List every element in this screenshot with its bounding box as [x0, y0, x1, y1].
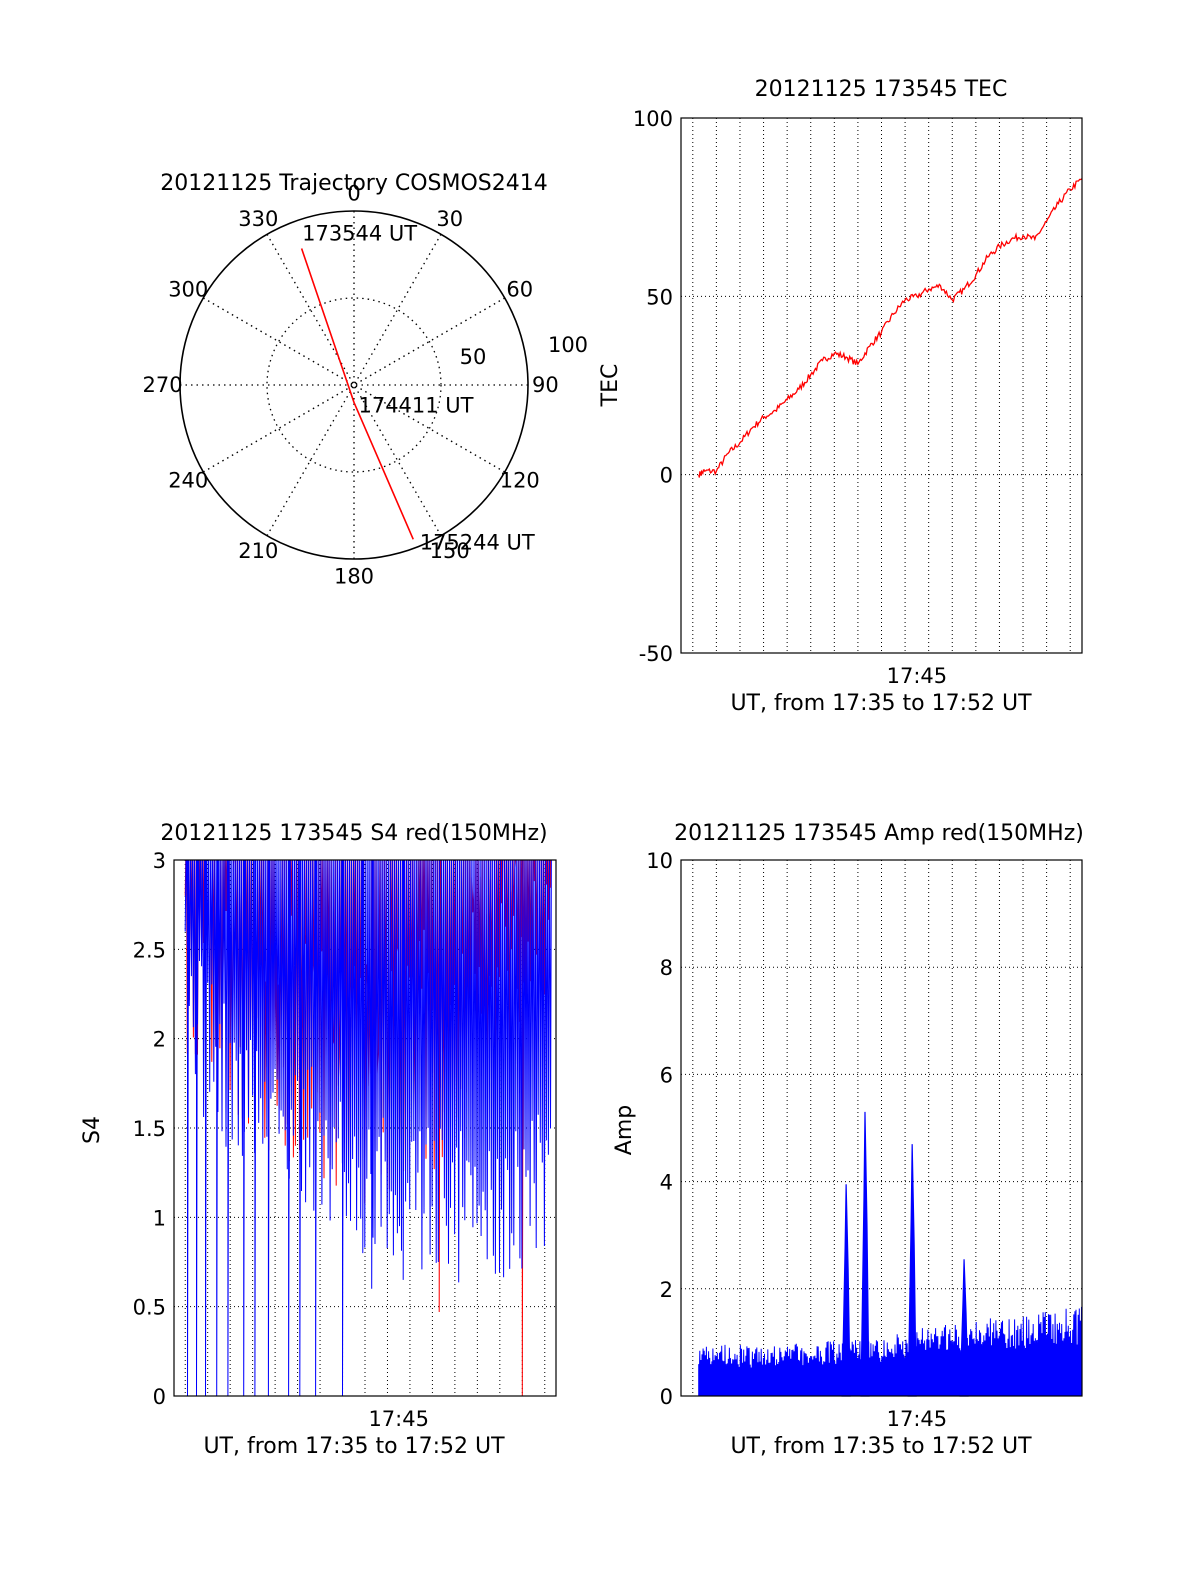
amp-chart: 20121125 173545 Amp red(150MHz) Amp UT, …: [612, 821, 1084, 1459]
polar-inner-circle: [266, 297, 442, 473]
tec-chart-title: 20121125 173545 TEC: [755, 77, 1008, 102]
tec-plot-frame: [680, 117, 1083, 654]
trajectory-polar-chart: 20121125 Trajectory COSMOS2414 0 30 60 90 12…: [143, 171, 588, 588]
amp-y-tick-label: 0: [660, 1385, 673, 1409]
polar-angle-label: 30: [436, 207, 463, 231]
trajectory-line: [300, 248, 414, 540]
amp-chart-title: 20121125 173545 Amp red(150MHz): [674, 821, 1084, 846]
s4-x-axis-label: UT, from 17:35 to 17:52 UT: [203, 1434, 505, 1459]
s4-y-tick-label: 0: [153, 1385, 166, 1409]
polar-radial-label: 50: [460, 345, 487, 369]
polar-chart-title: 20121125 Trajectory COSMOS2414: [160, 171, 547, 196]
polar-angle-label: 180: [334, 564, 374, 588]
s4-y-tick-label: 2.5: [133, 938, 166, 962]
polar-angle-label: 210: [238, 539, 278, 563]
tec-x-tick-label: 17:45: [887, 664, 948, 688]
tec-x-axis-label: UT, from 17:35 to 17:52 UT: [730, 691, 1032, 716]
tec-y-tick-label: -50: [639, 642, 673, 666]
s4-plot-area: [174, 860, 556, 1396]
polar-angle-label: 150: [430, 539, 470, 563]
amp-y-axis-label: Amp: [612, 1105, 637, 1155]
amp-y-tick-label: 10: [646, 849, 673, 873]
amp-y-tick-label: 8: [660, 956, 673, 980]
polar-angle-label: 0: [347, 182, 360, 206]
amp-spike: [860, 1111, 870, 1397]
polar-angle-label: 60: [506, 277, 533, 301]
polar-angle-label: 120: [500, 469, 540, 493]
amp-plot-area: [681, 860, 1083, 1397]
s4-y-tick-label: 2: [153, 1028, 166, 1052]
polar-outer-circle: [179, 210, 529, 560]
polar-radial-label: 100: [548, 333, 588, 357]
s4-y-tick-label: 0.5: [133, 1296, 166, 1320]
amp-series-area: [698, 1306, 1083, 1397]
amp-plot-frame: [680, 859, 1083, 1397]
polar-spoke: [266, 233, 442, 537]
polar-angle-label: 90: [532, 373, 559, 397]
tec-y-tick-label: 0: [660, 464, 673, 488]
polar-angle-label: 270: [143, 373, 183, 397]
tec-y-tick-label: 50: [646, 285, 673, 309]
s4-chart: 20121125 173545 S4 red(150MHz) S4 UT, fr…: [80, 821, 557, 1459]
polar-angle-label: 330: [238, 207, 278, 231]
trajectory-annotation: 175244 UT: [420, 530, 535, 554]
tec-y-tick-label: 100: [633, 107, 673, 131]
s4-series-line: [184, 860, 552, 1396]
s4-chart-title: 20121125 173545 S4 red(150MHz): [160, 821, 547, 846]
tec-y-axis-label: TEC: [598, 364, 623, 408]
amp-y-tick-label: 4: [660, 1171, 673, 1195]
amp-y-tick-label: 6: [660, 1063, 673, 1087]
s4-x-tick-label: 17:45: [368, 1407, 429, 1431]
s4-y-tick-label: 3: [153, 849, 166, 873]
amp-spike: [959, 1259, 969, 1397]
trajectory-annotation: 173544 UT: [302, 222, 417, 246]
tec-plot-area: [681, 118, 1083, 653]
tec-series-line: [698, 178, 1083, 478]
s4-y-tick-label: 1: [153, 1206, 166, 1230]
amp-x-axis-label: UT, from 17:35 to 17:52 UT: [730, 1434, 1032, 1459]
s4-y-tick-label: 1.5: [133, 1117, 166, 1141]
amp-x-tick-label: 17:45: [887, 1407, 948, 1431]
amp-spike: [841, 1184, 851, 1397]
polar-spoke: [266, 233, 442, 537]
s4-plot-frame: [173, 859, 557, 1397]
polar-angle-label: 300: [168, 277, 208, 301]
s4-series-group: [184, 860, 552, 1396]
trajectory-annotation: 174411 UT: [358, 393, 473, 417]
s4-y-axis-label: S4: [80, 1116, 105, 1144]
amp-y-tick-label: 2: [660, 1278, 673, 1302]
polar-angle-label: 240: [168, 469, 208, 493]
tec-chart: 20121125 173545 TEC TEC UT, from 17:35 t…: [598, 77, 1083, 716]
